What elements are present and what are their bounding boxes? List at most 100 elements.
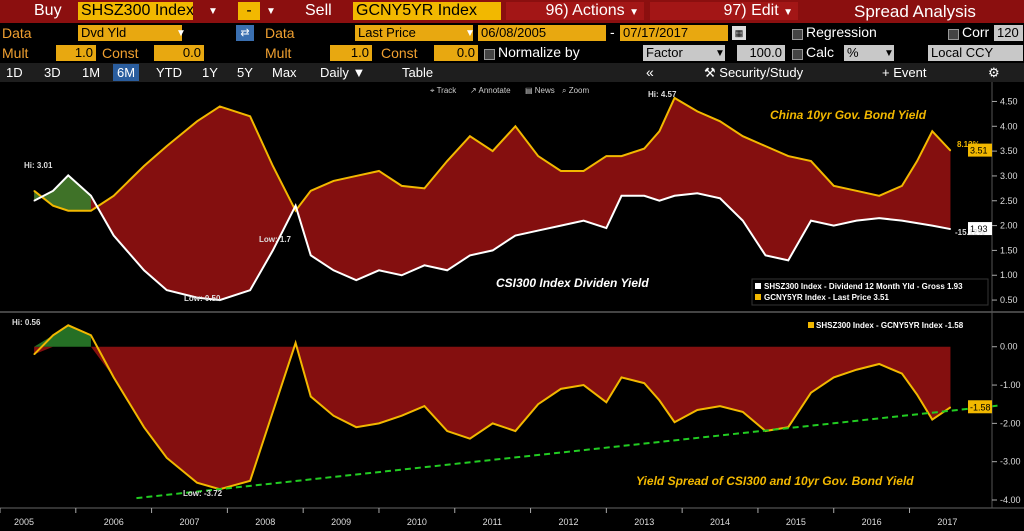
chevron-down-icon[interactable]: ▼ xyxy=(884,48,894,59)
spread-point xyxy=(643,382,645,384)
data2-select[interactable]: Last Price xyxy=(355,25,473,41)
annotation-low-spread: Low: -3.72 xyxy=(183,489,223,498)
period-5y[interactable]: 5Y xyxy=(237,65,253,80)
dividend-yield-point xyxy=(620,195,623,197)
table-button[interactable]: Table xyxy=(402,65,434,80)
dividend-yield-point xyxy=(949,228,952,230)
period-1y[interactable]: 1Y xyxy=(202,65,218,80)
chevron-down-icon[interactable]: ▼ xyxy=(176,28,186,39)
factor-select[interactable]: Factor xyxy=(643,45,725,61)
bond-yield-point xyxy=(332,180,335,182)
mult1-field[interactable]: 1.0 xyxy=(56,45,96,61)
bond-yield-point xyxy=(742,135,744,137)
x-tick-label: 2014 xyxy=(710,517,730,527)
data1-select[interactable]: Dvd Yld xyxy=(78,25,182,41)
corr-checkbox[interactable] xyxy=(948,29,959,40)
buy-dash-field[interactable]: - xyxy=(238,2,260,20)
track-tool[interactable]: ⌖ Track xyxy=(430,86,457,95)
news-tool[interactable]: ▤ News xyxy=(525,86,555,95)
calendar-icon[interactable]: ▦ xyxy=(732,26,746,40)
bond-yield-point xyxy=(219,105,221,108)
frequency-select[interactable]: Daily ▼ xyxy=(316,64,369,81)
corr-window-field[interactable]: 120 xyxy=(994,25,1023,41)
actions-button[interactable]: 96) Actions ▼ xyxy=(506,2,644,20)
zoom-tool[interactable]: ⌕ Zoom xyxy=(562,86,590,95)
period-1m[interactable]: 1M xyxy=(82,65,101,80)
dividend-yield-point xyxy=(423,264,426,266)
dividend-yield-point xyxy=(332,269,335,271)
start-date-field[interactable]: 06/08/2005 xyxy=(478,25,606,41)
bond-yield-point xyxy=(294,210,297,212)
dividend-yield-point xyxy=(855,220,858,222)
tools-icon: ⚒ xyxy=(704,65,716,80)
period-1d[interactable]: 1D xyxy=(6,65,23,80)
period-ytd[interactable]: YTD xyxy=(156,65,182,80)
const2-field[interactable]: 0.0 xyxy=(434,45,478,61)
period-toolbar: 1D 3D 1M 6M YTD 1Y 5Y Max Daily ▼ Table … xyxy=(0,63,1024,82)
event-button[interactable]: + Event xyxy=(878,64,930,81)
security-study-label: Security/Study xyxy=(719,65,804,80)
chevron-down-icon[interactable]: ▼ xyxy=(465,28,475,39)
edit-button[interactable]: 97) Edit ▼ xyxy=(650,2,798,20)
dividend-yield-point xyxy=(196,296,198,299)
factor-value-field[interactable]: 100.0 xyxy=(737,45,785,61)
dividend-yield-point xyxy=(537,229,539,232)
spread-point xyxy=(272,411,274,413)
buy-label: Buy xyxy=(34,2,62,19)
x-tick-label: 2005 xyxy=(14,517,34,527)
mult-label: Mult xyxy=(2,45,29,61)
y-tick-label: 0.00 xyxy=(1000,342,1018,352)
chevron-down-icon[interactable]: ▼ xyxy=(208,6,218,17)
dividend-yield-point xyxy=(33,200,35,202)
x-tick-label: 2011 xyxy=(483,517,502,527)
bond-yield-point xyxy=(90,210,92,212)
spread-point xyxy=(620,376,623,378)
gear-icon[interactable]: ⚙ xyxy=(988,65,1000,80)
dividend-yield-point xyxy=(643,195,645,197)
period-3d[interactable]: 3D xyxy=(44,65,61,80)
bond-yield-point xyxy=(166,145,168,147)
period-max[interactable]: Max xyxy=(272,65,297,80)
x-tick-label: 2013 xyxy=(634,517,654,527)
bond-yield-point xyxy=(67,210,69,212)
spread-point xyxy=(332,415,335,417)
y-tick-label: 1.00 xyxy=(1000,270,1018,280)
calc-select[interactable]: % xyxy=(844,45,894,61)
dividend-yield-point xyxy=(719,197,721,199)
security-study-button[interactable]: ⚒ Security/Study xyxy=(700,64,807,82)
chevron-down-icon[interactable]: ▼ xyxy=(715,48,725,59)
buy-ticker-field[interactable]: SHSZ300 Index xyxy=(78,2,193,20)
bond-yield-point xyxy=(33,190,35,192)
dividend-yield-point xyxy=(143,269,145,271)
const1-field[interactable]: 0.0 xyxy=(154,45,204,61)
calc-checkbox[interactable] xyxy=(792,49,803,60)
chevron-down-icon: ▼ xyxy=(352,65,366,80)
y-tick-label: -1.00 xyxy=(1000,380,1021,390)
annotation-hi-spread: Hi: 0.56 xyxy=(12,318,41,327)
chevron-down-icon[interactable]: ▼ xyxy=(266,6,276,17)
period-6m[interactable]: 6M xyxy=(113,64,140,81)
mult2-field[interactable]: 1.0 xyxy=(330,45,372,61)
bond-yield-point xyxy=(620,155,623,157)
dividend-yield-point xyxy=(469,254,471,256)
swap-icon[interactable]: ⇄ xyxy=(236,25,254,41)
spread-point xyxy=(469,438,471,440)
spread-chart[interactable]: 4.50 4.00 3.50 3.00 2.50 2.00 1.50 1.00 0.50 0.00… xyxy=(0,82,1024,531)
spread-point xyxy=(90,334,92,336)
y-tick-label: 1.50 xyxy=(1000,245,1018,255)
currency-select[interactable]: Local CCY xyxy=(928,45,1023,61)
nav-arrows-icon[interactable]: « xyxy=(646,64,654,80)
dividend-yield-last-badge-bg xyxy=(968,222,992,236)
sell-ticker-field[interactable]: GCNY5YR Index xyxy=(353,2,501,20)
annotate-tool[interactable]: ↗ Annotate xyxy=(470,86,511,95)
dividend-yield-point xyxy=(249,289,251,291)
bond-yield-point xyxy=(673,97,676,99)
normalize-checkbox[interactable] xyxy=(484,49,495,60)
x-tick-label: 2010 xyxy=(407,517,427,527)
settings-row-1: Data Dvd Yld ▼ ⇄ Data Last Price ▼ 06/08… xyxy=(0,23,1024,43)
regression-checkbox[interactable] xyxy=(792,29,803,40)
spread-point xyxy=(249,480,251,482)
bond-yield-point xyxy=(949,150,952,152)
end-date-field[interactable]: 07/17/2017 xyxy=(620,25,728,41)
chart-labels: 4.50 4.00 3.50 3.00 2.50 2.00 1.50 1.00 0.50 0.00… xyxy=(12,90,1021,527)
